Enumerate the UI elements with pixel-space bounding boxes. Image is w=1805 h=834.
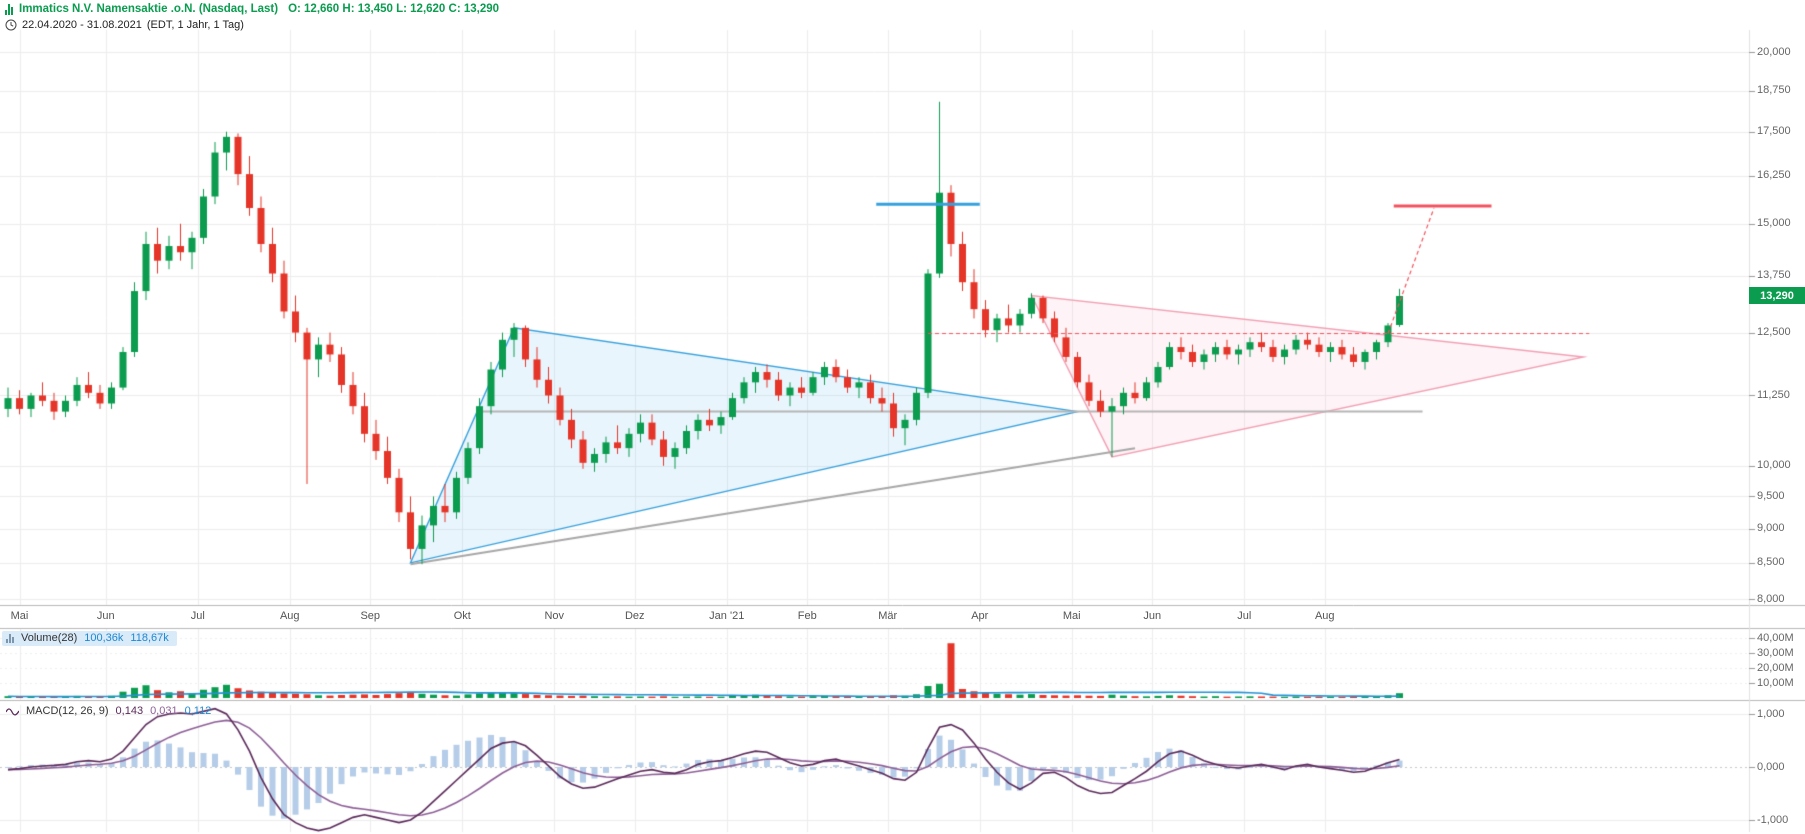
time-axis-month-label: Nov	[544, 610, 565, 622]
time-axis-month-label: Dez	[624, 610, 645, 622]
time-axis-month-label: Feb	[797, 610, 817, 622]
time-axis-month-label: Jul	[1237, 610, 1252, 622]
time-axis-month-label: Jul	[190, 610, 205, 622]
price-axis-tick-label: 18,750	[1757, 84, 1791, 97]
macd-label: MACD(12, 26, 9)	[26, 705, 109, 717]
time-axis-month-label: Jan '21	[709, 610, 745, 622]
instrument-ohlc-values: O: 12,660 H: 13,450 L: 12,620 C: 13,290	[288, 3, 500, 15]
time-axis-month-label: Okt	[453, 610, 471, 622]
volume-axis-tick-label: 40,00M	[1757, 631, 1794, 644]
time-axis-month-label: Apr	[971, 610, 989, 622]
macd-wave-icon	[6, 707, 19, 716]
price-axis-tick-label: 12,500	[1757, 326, 1791, 339]
volume-current-value: 118,67k	[130, 632, 169, 644]
time-axis-month-label: Aug	[279, 610, 300, 622]
candlestick-chart-icon	[5, 3, 13, 15]
price-axis-tick-label: 10,000	[1757, 459, 1791, 472]
price-axis-tick-label: 13,750	[1757, 269, 1791, 282]
price-axis-tick-label: 16,250	[1757, 169, 1791, 182]
price-axis-tick-label: 11,250	[1757, 388, 1790, 401]
volume-axis-tick-label: 30,00M	[1757, 646, 1794, 659]
price-axis-tick-label: 8,500	[1757, 556, 1785, 569]
clock-icon	[5, 19, 17, 31]
price-axis-tick-label: 17,500	[1757, 125, 1791, 138]
price-axis-tick-label: 15,000	[1757, 217, 1791, 230]
time-axis-month-label: Mai	[1062, 610, 1081, 622]
time-axis-month-label: Mär	[878, 610, 898, 622]
price-axis-tick-label: 8,000	[1757, 592, 1785, 605]
time-axis-month-label: Jun	[1143, 610, 1162, 622]
instrument-name: Immatics N.V. Namensaktie .o.N. (Nasdaq,…	[19, 3, 279, 15]
instrument-legend: Immatics N.V. Namensaktie .o.N. (Nasdaq,…	[5, 3, 499, 15]
price-axis-tick-label: 9,500	[1757, 489, 1785, 502]
macd-indicator-legend[interactable]: MACD(12, 26, 9) 0,143 0,031 0,112	[2, 704, 219, 719]
macd-hist-value: 0,112	[184, 705, 212, 717]
price-axis-tick-label: 9,000	[1757, 522, 1785, 535]
timeframe: (EDT, 1 Jahr, 1 Tag)	[146, 19, 244, 31]
price-axis-tick-label: 20,000	[1757, 45, 1791, 58]
volume-label: Volume(28)	[21, 632, 78, 644]
time-axis-month-label: Mai	[10, 610, 29, 622]
macd-value: 0,143	[115, 705, 144, 717]
macd-axis-tick-label: 0,000	[1757, 760, 1785, 773]
macd-axis-tick-label: -1,000	[1757, 813, 1789, 826]
date-range-legend: 22.04.2020 - 31.08.2021 (EDT, 1 Jahr, 1 …	[5, 19, 244, 31]
time-axis-month-label: Aug	[1314, 610, 1335, 622]
volume-axis-tick-label: 10,00M	[1757, 676, 1794, 689]
macd-signal-value: 0,031	[150, 705, 178, 717]
volume-bars-icon	[6, 633, 14, 643]
date-range: 22.04.2020 - 31.08.2021	[22, 19, 142, 31]
volume-indicator-legend[interactable]: Volume(28) 100,36k 118,67k	[2, 631, 177, 646]
macd-axis-tick-label: 1,000	[1757, 707, 1785, 720]
volume-ma-value: 100,36k	[84, 632, 124, 644]
time-axis-month-label: Jun	[96, 610, 115, 622]
volume-axis-tick-label: 20,00M	[1757, 661, 1794, 674]
time-axis-month-label: Sep	[360, 610, 381, 622]
last-price-badge: 13,290	[1749, 287, 1805, 305]
